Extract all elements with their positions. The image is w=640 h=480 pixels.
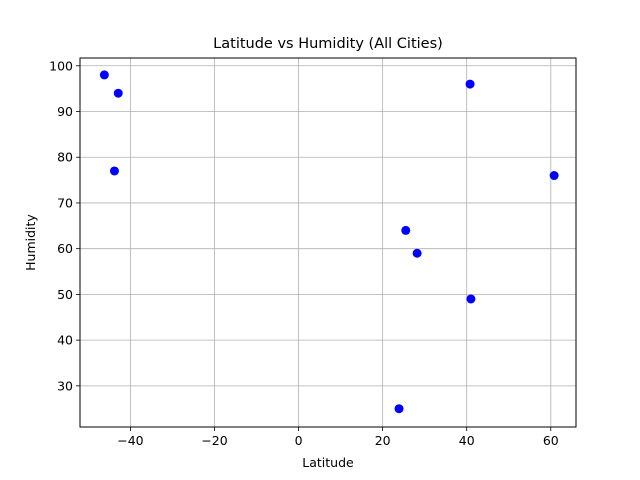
grid <box>80 58 576 427</box>
x-tick-label: 0 <box>295 433 303 448</box>
data-point <box>394 404 404 414</box>
chart-title: Latitude vs Humidity (All Cities) <box>213 36 443 52</box>
data-point <box>466 294 476 304</box>
y-tick-label: 40 <box>57 333 73 348</box>
axis-ticks: −40 −20 0 20 40 60 30 40 50 60 70 80 90 100 <box>49 58 559 448</box>
y-tick-label: 80 <box>57 150 73 165</box>
data-point <box>465 79 475 89</box>
x-tick-label: −40 <box>117 433 143 448</box>
data-point <box>549 171 559 181</box>
data-point <box>412 248 422 258</box>
data-point <box>99 70 109 80</box>
y-tick-label: 70 <box>57 195 73 210</box>
x-tick-label: −20 <box>201 433 227 448</box>
data-points <box>99 70 559 414</box>
y-tick-label: 30 <box>57 378 73 393</box>
data-point <box>401 225 411 235</box>
y-axis-label: Humidity <box>23 214 38 271</box>
data-point <box>109 166 119 176</box>
plot-frame <box>79 57 577 428</box>
x-axis-label: Latitude <box>302 455 354 470</box>
y-tick-label: 90 <box>57 104 73 119</box>
y-tick-label: 60 <box>57 241 73 256</box>
y-tick-label: 50 <box>57 287 73 302</box>
x-tick-label: 20 <box>375 433 391 448</box>
y-tick-label: 100 <box>49 58 73 73</box>
x-tick-label: 60 <box>543 433 559 448</box>
data-point <box>113 88 123 98</box>
x-tick-label: 40 <box>459 433 475 448</box>
